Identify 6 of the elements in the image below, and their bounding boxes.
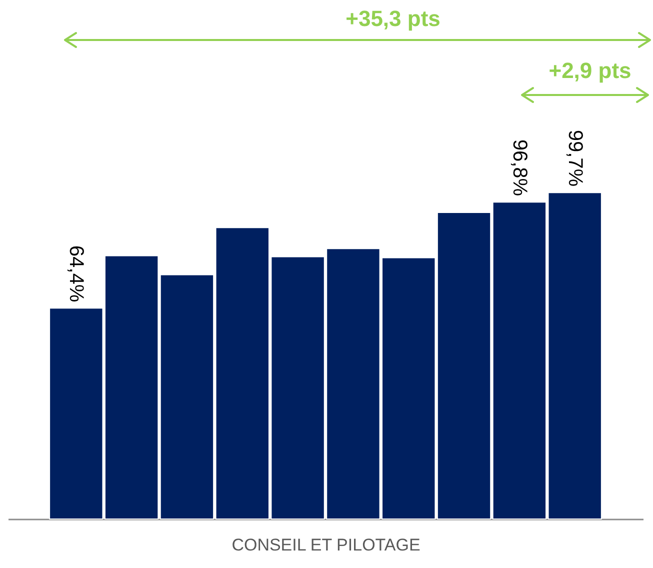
data-label: 96,8% (508, 139, 530, 196)
text: +2,9 pts (548, 58, 632, 84)
x-axis-title: CONSEIL ET PILOTAGE (232, 536, 420, 554)
text: +35,3 pts (346, 6, 440, 32)
data-label: 64,4% (65, 245, 88, 302)
data-label: 99,7% (564, 130, 586, 187)
